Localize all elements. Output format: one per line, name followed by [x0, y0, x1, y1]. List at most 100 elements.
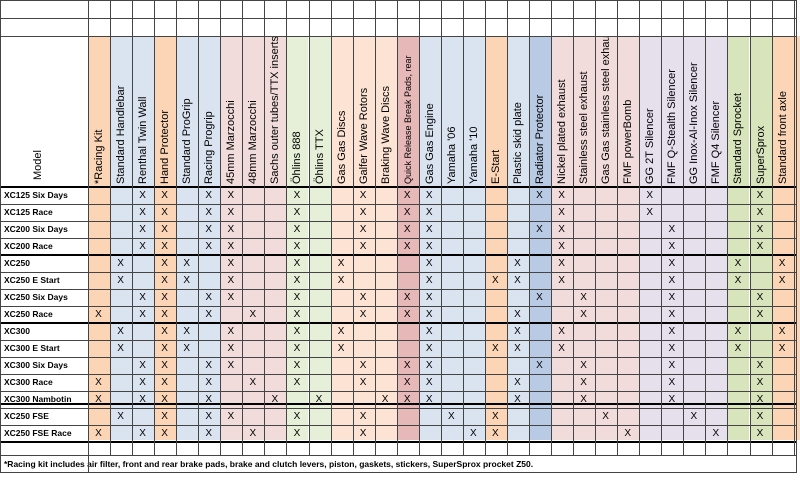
group-separator: [0, 403, 797, 405]
compatibility-mark: X: [514, 343, 521, 354]
column-header-label: Yamaha '10: [467, 126, 480, 184]
compatibility-mark: X: [293, 411, 301, 422]
compatibility-mark: X: [734, 258, 742, 269]
compatibility-mark: X: [95, 428, 102, 439]
column-header-label: 45mm Marzocchi: [225, 100, 238, 184]
compatibility-mark: X: [734, 343, 742, 354]
grid-line: [0, 306, 797, 307]
compatibility-mark: X: [139, 224, 146, 235]
model-row-label: XC300 Six Days: [4, 360, 68, 370]
column-header: GG Inox-Al-Inox Silencer: [683, 36, 704, 186]
column-header-label: 48mm Marzocchi: [247, 100, 260, 184]
compatibility-mark: X: [756, 309, 764, 320]
grid-line: [0, 289, 797, 290]
model-row-label: XC300 Nambotin: [4, 394, 72, 404]
compatibility-mark: X: [161, 411, 168, 422]
compatibility-mark: X: [558, 343, 565, 354]
group-separator: [0, 441, 797, 443]
grid-line: [705, 0, 706, 455]
compatibility-mark: X: [161, 190, 168, 201]
compatibility-mark: X: [778, 326, 786, 337]
group-separator: [0, 254, 797, 256]
column-header: Gas Gas Discs: [331, 36, 352, 186]
grid-line: [727, 0, 728, 455]
model-row-label: XC300 Race: [4, 377, 53, 387]
racing-kit-footnote: *Racing kit includes air filter, front a…: [4, 459, 534, 469]
column-header: GG 2T Silencer: [639, 36, 660, 186]
compatibility-mark: X: [403, 309, 411, 320]
compatibility-mark: X: [668, 394, 676, 405]
column-header: 45mm Marzocchi: [220, 36, 241, 186]
column-header-label: Plastic skid plate: [511, 102, 524, 184]
grid-line: [507, 0, 508, 455]
grid-line: [154, 0, 155, 455]
compatibility-mark: X: [756, 224, 764, 235]
column-header-label: Quick Release Break Pads, rear: [402, 55, 413, 184]
compatibility-mark: X: [536, 224, 543, 235]
compatibility-mark: X: [794, 306, 800, 323]
grid-line: [0, 374, 797, 375]
compatibility-mark: X: [403, 241, 411, 252]
column-header-label: Öhlins 888: [291, 131, 304, 184]
grid-line: [331, 0, 332, 455]
column-header-label: Radiator Protector: [534, 94, 546, 184]
column-header-label: E-Start: [489, 149, 502, 184]
compatibility-mark: X: [514, 275, 521, 286]
compatibility-mark: X: [403, 360, 411, 371]
compatibility-mark: X: [794, 408, 800, 425]
compatibility-mark: X: [712, 428, 720, 439]
column-header: Braking Wave Discs: [375, 36, 396, 186]
model-row-label: XC200 Race: [4, 241, 53, 251]
column-header: Radiator Protector: [529, 36, 550, 186]
column-header: Standard front axle: [772, 36, 793, 186]
column-header-label: Standard ProGrip: [181, 98, 194, 184]
compatibility-mark: X: [161, 292, 168, 303]
compatibility-mark: X: [359, 377, 367, 388]
compatibility-mark: X: [794, 374, 800, 391]
compatibility-mark: X: [492, 275, 499, 286]
column-header-label: Gas Gas stainless steel exhaust: [600, 36, 613, 184]
compatibility-mark: X: [227, 360, 235, 371]
column-header-label: FMF Q-Stealth Silencer: [666, 69, 679, 184]
grid-line: [595, 0, 596, 455]
compatibility-mark: X: [227, 207, 235, 218]
compatibility-mark: X: [646, 207, 654, 218]
compatibility-mark: X: [794, 204, 800, 221]
compatibility-mark: X: [668, 326, 676, 337]
grid-line: [0, 36, 797, 37]
compatibility-mark: X: [794, 221, 800, 238]
column-header: Renthal Twin Wall: [132, 36, 153, 186]
column-header: Stainless steel exhaust: [573, 36, 594, 186]
compatibility-mark: X: [139, 377, 146, 388]
compatibility-mark: X: [227, 326, 235, 337]
compatibility-mark: X: [668, 309, 676, 320]
compatibility-mark: X: [183, 326, 191, 337]
grid-line: [220, 0, 221, 455]
compatibility-mark: X: [425, 275, 433, 286]
grid-line: [529, 0, 530, 455]
compatibility-mark: X: [249, 309, 257, 320]
grid-line: [0, 238, 797, 239]
grid-line: [0, 408, 797, 409]
compatibility-mark: X: [227, 275, 235, 286]
compatibility-mark: X: [293, 241, 301, 252]
compatibility-mark: X: [778, 258, 786, 269]
compatibility-mark: X: [359, 309, 367, 320]
compatibility-mark: X: [205, 292, 213, 303]
compatibility-mark: X: [161, 241, 168, 252]
compatibility-mark: X: [536, 360, 543, 371]
column-header-label: Öhlins TTX: [313, 129, 326, 184]
compatibility-mark: X: [293, 309, 301, 320]
compatibility-mark: X: [425, 241, 433, 252]
grid-line: [419, 0, 420, 455]
compatibility-mark: X: [161, 394, 168, 405]
column-header-label: GG Inox-Al-Inox Silencer: [688, 62, 701, 184]
compatibility-mark: X: [161, 207, 168, 218]
column-header: Standard ProGrip: [176, 36, 197, 186]
compatibility-mark: X: [668, 360, 676, 371]
compatibility-mark: X: [403, 224, 411, 235]
compatibility-mark: X: [293, 326, 301, 337]
compatibility-mark: X: [205, 411, 213, 422]
compatibility-mark: X: [558, 326, 565, 337]
